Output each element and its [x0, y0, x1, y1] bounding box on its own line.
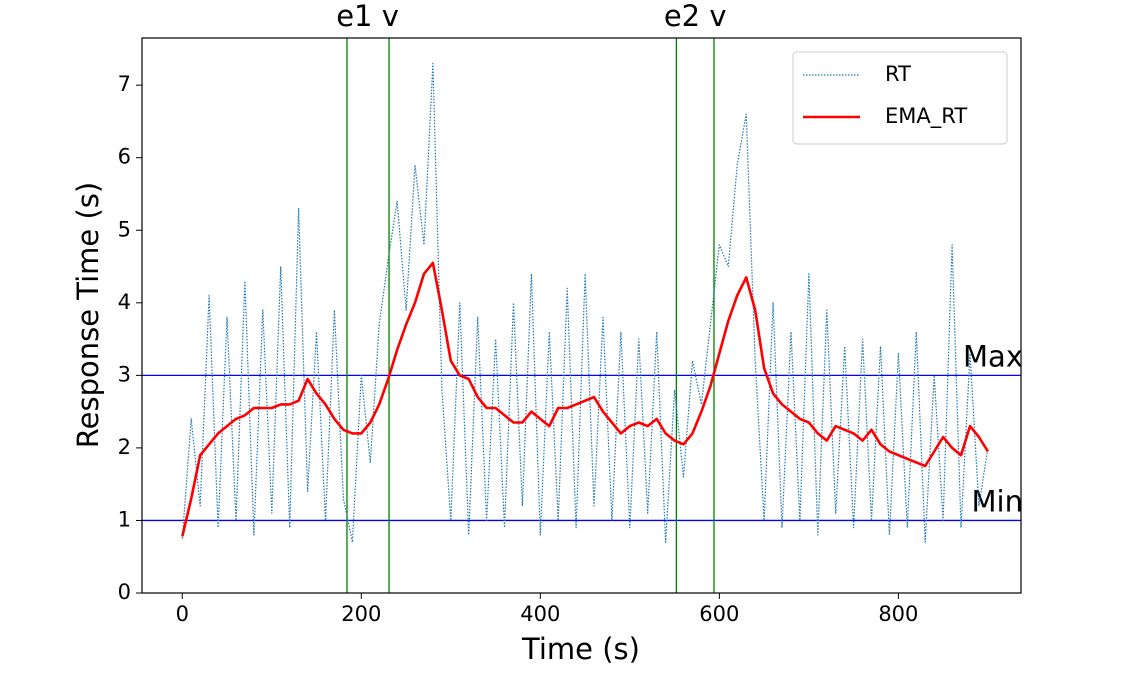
y-tick-label: 7	[118, 72, 131, 96]
h-line-label: Min	[972, 484, 1023, 518]
y-axis-label: Response Time (s)	[71, 182, 105, 448]
annotation: e2 v	[664, 0, 727, 33]
annotation: e1 v	[336, 0, 399, 33]
y-tick-label: 6	[118, 145, 131, 169]
legend-label: EMA_RT	[885, 104, 967, 129]
y-tick-label: 1	[118, 507, 131, 531]
x-axis-label: Time (s)	[521, 632, 640, 666]
x-tick-label: 0	[176, 602, 189, 626]
series-line	[181, 261, 990, 537]
h-line-label: Max	[963, 339, 1023, 373]
x-tick-label: 400	[520, 602, 560, 626]
plot-frame	[141, 37, 1022, 594]
series-line	[181, 62, 989, 543]
x-tick-label: 200	[341, 602, 381, 626]
legend-label: RT	[885, 62, 911, 86]
y-tick-label: 2	[118, 435, 131, 459]
y-tick-label: 0	[118, 580, 131, 604]
x-tick-label: 600	[699, 602, 739, 626]
x-tick-label: 800	[878, 602, 918, 626]
y-tick-label: 3	[118, 362, 131, 386]
y-tick-label: 5	[118, 217, 131, 241]
y-tick-label: 4	[118, 290, 131, 314]
